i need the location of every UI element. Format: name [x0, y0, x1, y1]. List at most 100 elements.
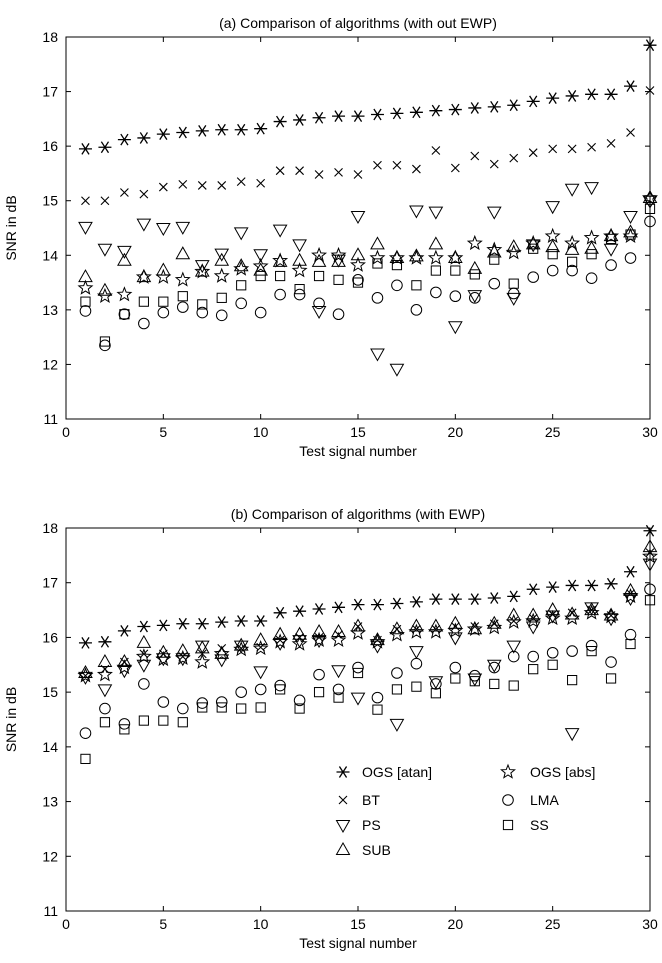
data-point — [486, 619, 503, 635]
data-point — [488, 277, 501, 290]
data-point — [176, 126, 190, 139]
data-point — [605, 233, 617, 245]
y-axis-label: SNR in dB — [3, 195, 19, 260]
data-point — [528, 664, 539, 675]
data-point — [311, 253, 327, 267]
data-point — [373, 160, 382, 170]
data-point — [136, 634, 152, 648]
data-point — [80, 296, 91, 307]
data-point — [350, 692, 366, 706]
data-point — [567, 675, 578, 686]
data-point — [137, 132, 151, 144]
x-tick-label: 0 — [62, 916, 70, 932]
data-point — [291, 635, 308, 651]
data-point — [545, 602, 561, 616]
data-point — [508, 680, 519, 691]
data-point — [178, 179, 188, 189]
data-point — [644, 595, 656, 606]
data-point — [351, 110, 365, 123]
data-point — [158, 715, 169, 726]
data-point — [392, 160, 402, 170]
y-tick-label: 12 — [42, 848, 58, 864]
data-point — [545, 201, 561, 215]
data-point — [78, 221, 93, 235]
data-point — [430, 265, 441, 276]
data-point — [486, 206, 502, 220]
data-point — [411, 280, 422, 291]
legend-marker — [335, 820, 351, 834]
legend-label: SS — [530, 817, 549, 833]
data-point — [584, 182, 599, 196]
data-point — [469, 269, 480, 280]
data-point — [292, 239, 307, 253]
data-point — [391, 279, 403, 292]
data-point — [642, 189, 658, 203]
data-point — [252, 639, 269, 656]
y-tick-label: 11 — [43, 903, 58, 919]
data-point — [275, 270, 286, 282]
data-point — [275, 684, 286, 695]
data-point — [545, 239, 561, 253]
data-point — [506, 640, 522, 654]
data-point — [528, 148, 538, 158]
data-point — [372, 258, 383, 269]
data-point — [489, 678, 500, 690]
data-point — [450, 673, 461, 684]
data-point — [135, 648, 152, 664]
legend-label: BT — [362, 792, 380, 808]
data-point — [216, 702, 227, 713]
data-point — [642, 189, 658, 205]
legend-marker — [335, 841, 351, 855]
legend-label: OGS [abs] — [530, 764, 595, 780]
data-point — [625, 229, 636, 240]
data-point — [331, 665, 346, 679]
data-point — [157, 696, 170, 708]
data-point — [177, 702, 189, 715]
data-point — [99, 339, 111, 352]
data-point — [96, 666, 113, 682]
data-point — [197, 181, 207, 190]
data-point — [584, 602, 599, 616]
data-point — [430, 286, 442, 299]
data-point — [564, 728, 580, 742]
data-point — [215, 309, 228, 322]
data-point — [175, 221, 191, 235]
data-point — [587, 142, 596, 152]
data-point — [466, 234, 483, 251]
data-point — [233, 227, 249, 241]
data-point — [486, 659, 502, 673]
data-point — [467, 260, 483, 274]
data-point — [428, 618, 444, 632]
data-point — [274, 288, 286, 301]
data-point — [644, 215, 656, 228]
data-point — [447, 249, 464, 265]
data-point — [585, 88, 599, 101]
data-point — [389, 621, 405, 635]
data-point — [177, 717, 188, 728]
data-point — [292, 252, 307, 266]
data-point — [408, 249, 425, 265]
data-point — [508, 278, 519, 289]
data-point — [155, 223, 171, 237]
data-point — [411, 681, 422, 692]
data-point — [548, 144, 558, 154]
data-point — [312, 603, 326, 615]
series-lma — [79, 215, 656, 352]
data-point — [253, 249, 269, 263]
data-point — [489, 159, 499, 169]
data-point — [352, 667, 364, 679]
data-point — [99, 702, 111, 715]
data-point — [272, 626, 288, 640]
data-point — [272, 253, 288, 267]
data-point — [409, 595, 423, 608]
data-point — [194, 263, 211, 279]
data-point — [642, 539, 658, 553]
data-point — [311, 246, 328, 263]
data-point — [643, 524, 657, 537]
data-point — [214, 252, 230, 266]
data-point — [194, 640, 210, 654]
x-tick-label: 20 — [448, 424, 464, 440]
data-point — [585, 639, 598, 652]
data-point — [604, 577, 618, 590]
